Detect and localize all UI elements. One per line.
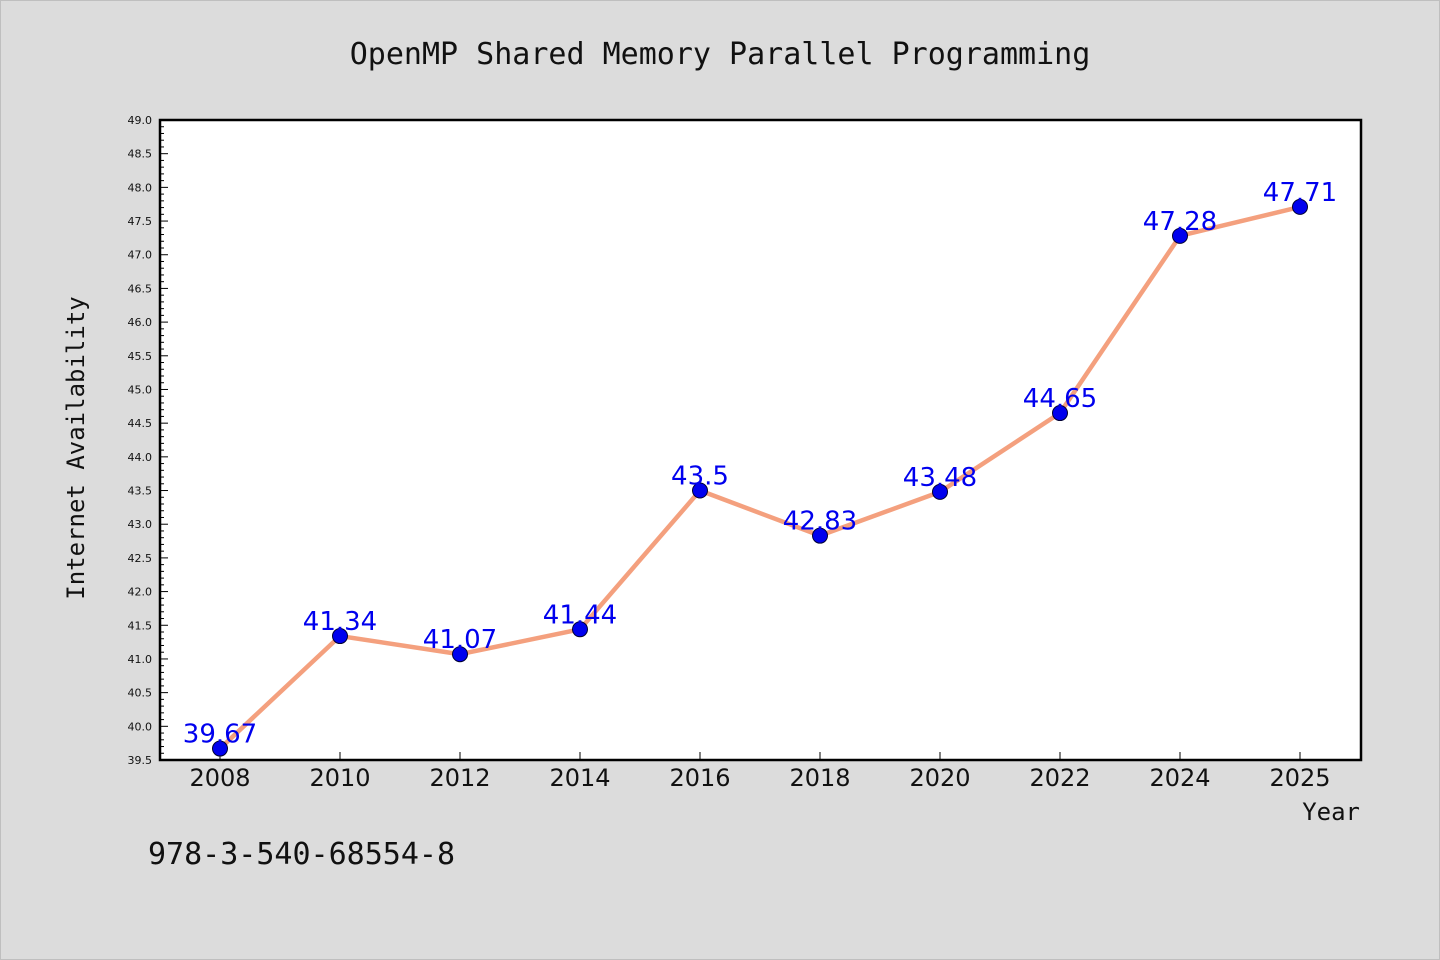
x-tick-label: 2018: [789, 764, 850, 792]
data-point: [572, 621, 588, 638]
data-label: 41.44: [543, 600, 617, 630]
data-point: [812, 527, 828, 544]
x-tick-label: 2025: [1269, 764, 1330, 792]
y-tick-label: 41.5: [128, 619, 153, 632]
data-point: [1172, 227, 1188, 244]
x-tick-label: 2010: [309, 764, 370, 792]
x-tick-label: 2016: [669, 764, 730, 792]
y-tick-label: 47.5: [128, 215, 153, 228]
y-axis-ticks: 39.5 40.0 40.5 41.0 41.5 42.0 42.5 43.0 43.5 44.0…: [128, 114, 168, 767]
x-tick-label: 2008: [189, 764, 250, 792]
y-tick-label: 47.0: [128, 249, 153, 262]
data-label: 43.48: [903, 463, 977, 493]
x-tick-label: 2020: [909, 764, 970, 792]
data-label: 44.65: [1023, 384, 1097, 414]
y-tick-label: 44.5: [128, 417, 153, 430]
y-tick-label: 42.0: [128, 586, 153, 599]
data-label: 41.07: [423, 625, 497, 655]
data-point: [332, 628, 348, 645]
x-tick-label: 2022: [1029, 764, 1090, 792]
y-tick-label: 45.5: [128, 350, 153, 363]
y-tick-label: 46.5: [128, 282, 153, 295]
y-tick-label: 39.5: [128, 754, 153, 767]
chart-title: OpenMP Shared Memory Parallel Programmin…: [350, 37, 1091, 72]
series-line: [218, 204, 1301, 751]
y-tick-label: 46.0: [128, 316, 153, 329]
x-tick-label: 2014: [549, 764, 610, 792]
data-label: 47.71: [1263, 178, 1337, 208]
data-label: 47.28: [1143, 207, 1217, 237]
data-point: [932, 483, 948, 500]
y-tick-label: 41.0: [128, 653, 153, 666]
data-point: [212, 740, 228, 757]
y-tick-label: 40.0: [128, 720, 153, 733]
y-tick-label: 49.0: [128, 114, 153, 127]
plot-area: [158, 118, 1363, 762]
series-layer: 39.67 41.34 41.07 41.44 43.5 42.83 43.48 44.65 4…: [183, 178, 1337, 757]
x-axis-ticks: 2008 2010 2012 2014 2016 2018 2020 2022 2024 2025: [189, 752, 1331, 792]
y-tick-label: 48.0: [128, 181, 153, 194]
y-tick-label: 48.5: [128, 148, 153, 161]
y-tick-label: 43.0: [128, 518, 153, 531]
x-axis-label: Year: [1302, 798, 1360, 826]
y-axis-label: Internet Availability: [62, 296, 90, 599]
data-point: [1292, 198, 1308, 215]
x-tick-label: 2024: [1149, 764, 1210, 792]
data-label: 41.34: [303, 607, 377, 637]
data-label: 43.5: [671, 462, 729, 492]
y-tick-label: 40.5: [128, 687, 153, 700]
y-tick-label: 45.0: [128, 383, 153, 396]
data-point: [692, 482, 708, 499]
y-tick-label: 43.5: [128, 485, 153, 498]
data-label: 39.67: [183, 720, 257, 750]
data-point: [452, 646, 468, 663]
x-tick-label: 2012: [429, 764, 490, 792]
y-tick-label: 42.5: [128, 552, 153, 565]
y-tick-label: 44.0: [128, 451, 153, 464]
data-label: 42.83: [783, 507, 857, 537]
data-point: [1052, 405, 1068, 422]
isbn-text: 978-3-540-68554-8: [148, 837, 455, 872]
